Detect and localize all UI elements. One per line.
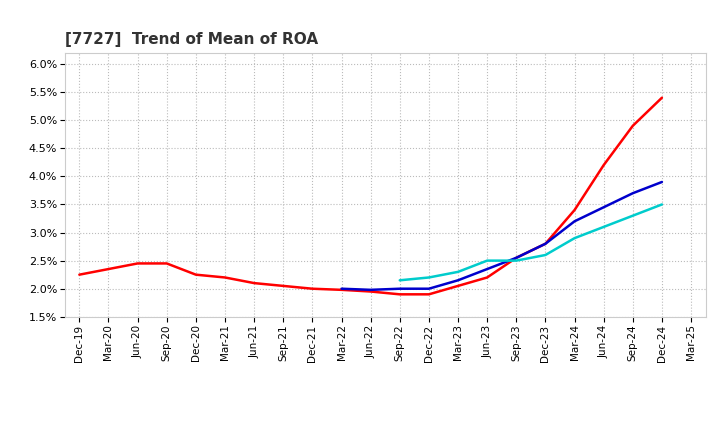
- 7 Years: [599, 224, 608, 230]
- 3 Years: [192, 272, 200, 277]
- Line: 7 Years: 7 Years: [400, 205, 662, 280]
- 3 Years: [250, 280, 258, 286]
- 5 Years: [512, 255, 521, 260]
- 3 Years: [629, 123, 637, 128]
- Text: [7727]  Trend of Mean of ROA: [7727] Trend of Mean of ROA: [65, 33, 318, 48]
- 7 Years: [629, 213, 637, 218]
- 3 Years: [75, 272, 84, 277]
- 3 Years: [220, 275, 229, 280]
- 3 Years: [454, 283, 462, 289]
- 3 Years: [657, 95, 666, 100]
- 7 Years: [657, 202, 666, 207]
- 7 Years: [483, 258, 492, 263]
- 5 Years: [570, 219, 579, 224]
- 7 Years: [454, 269, 462, 275]
- 3 Years: [279, 283, 287, 289]
- 3 Years: [104, 266, 113, 271]
- 3 Years: [512, 255, 521, 260]
- 3 Years: [366, 289, 375, 294]
- 5 Years: [629, 191, 637, 196]
- 7 Years: [425, 275, 433, 280]
- 3 Years: [570, 207, 579, 213]
- 5 Years: [657, 180, 666, 185]
- 3 Years: [599, 162, 608, 168]
- 5 Years: [541, 241, 550, 246]
- 5 Years: [337, 286, 346, 291]
- 5 Years: [395, 286, 404, 291]
- 3 Years: [541, 241, 550, 246]
- 5 Years: [454, 278, 462, 283]
- Line: 3 Years: 3 Years: [79, 98, 662, 294]
- 7 Years: [541, 253, 550, 258]
- 3 Years: [133, 261, 142, 266]
- 3 Years: [308, 286, 317, 291]
- 7 Years: [395, 278, 404, 283]
- 3 Years: [395, 292, 404, 297]
- 5 Years: [599, 205, 608, 210]
- 7 Years: [570, 235, 579, 241]
- 5 Years: [366, 287, 375, 293]
- 3 Years: [163, 261, 171, 266]
- 3 Years: [483, 275, 492, 280]
- 5 Years: [425, 286, 433, 291]
- 7 Years: [512, 258, 521, 263]
- 3 Years: [425, 292, 433, 297]
- 5 Years: [483, 266, 492, 271]
- 3 Years: [337, 287, 346, 293]
- Line: 5 Years: 5 Years: [341, 182, 662, 290]
